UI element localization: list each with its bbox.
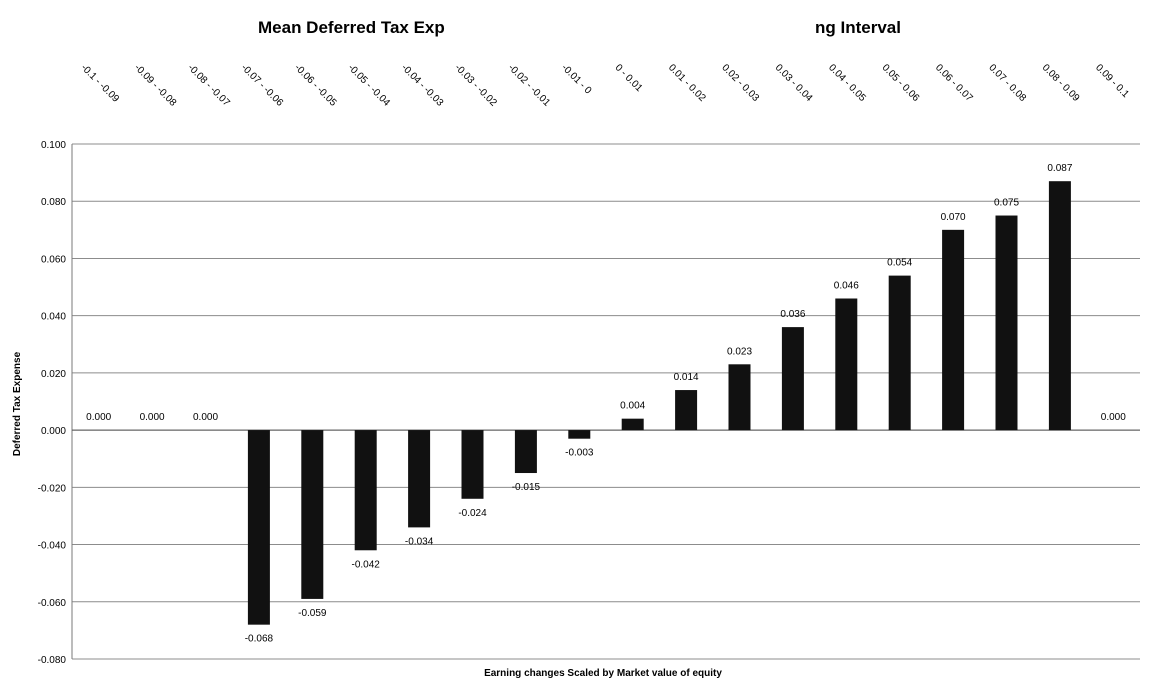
data-label: 0.054 [887,258,912,269]
y-tick-labels: 0.100 0.080 0.060 0.040 0.020 0.000 -0.020 -0.0… [38,140,67,666]
data-label: -0.024 [458,508,487,519]
y-tick-label: 0.040 [41,312,66,323]
data-label: -0.059 [298,608,327,619]
y-tick-label: -0.020 [38,483,67,494]
x-tick-label: -0.06 - -0.05 [292,62,339,109]
x-tick-label: -0.05 - -0.04 [346,62,393,109]
y-tick-label: 0.100 [41,140,66,151]
chart-title-left: Mean Deferred Tax Exp [258,18,445,37]
data-label: -0.034 [405,536,434,547]
x-tick-label: 0 - 0.01 [613,62,645,94]
bars [247,181,1071,625]
y-tick-label: 0.080 [41,197,66,208]
bar [568,430,591,439]
data-label: -0.042 [352,559,381,570]
x-axis-label: Earning changes Scaled by Market value o… [484,668,722,679]
gridlines [72,143,1140,660]
data-label: 0.046 [834,281,859,292]
data-label: -0.003 [565,448,594,459]
bar [835,298,858,431]
bar [888,275,911,431]
chart-title-right: ng Interval [815,18,901,37]
bar [354,430,377,551]
bar [621,418,644,431]
y-tick-label: -0.080 [38,655,67,666]
axes [71,144,1140,659]
y-tick-label: 0.000 [41,426,66,437]
y-tick-label: -0.060 [38,598,67,609]
data-label: 0.087 [1047,163,1072,174]
y-axis-label: Deferred Tax Expense [12,351,23,456]
data-label: 0.000 [193,412,218,423]
bar [781,327,804,431]
data-label: -0.068 [245,634,274,645]
x-tick-label: 0.06 - 0.07 [933,62,975,104]
x-tick-label: 0.01 - 0.02 [666,62,708,104]
bar [675,390,698,431]
x-tick-label: -0.09 - -0.08 [132,62,179,109]
x-tick-labels: -0.1 - -0.09 -0.09 - -0.08 -0.08 - -0.07 -0… [79,62,1132,109]
data-label: 0.014 [674,372,699,383]
data-label: -0.015 [512,482,541,493]
bar [728,364,751,431]
data-label: 0.000 [140,412,165,423]
bar [942,229,965,431]
data-label: 0.000 [86,412,111,423]
y-tick-label: 0.020 [41,369,66,380]
x-tick-label: -0.01 - 0 [559,62,593,96]
title-occluder [488,0,798,44]
data-label: 0.004 [620,401,645,412]
x-tick-label: 0.04 - 0.05 [826,62,868,104]
data-label: 0.000 [1101,412,1126,423]
x-tick-label: -0.03 - -0.02 [452,62,499,109]
x-tick-label: 0.09 - 0.1 [1093,62,1131,100]
bar [301,430,324,599]
x-tick-label: 0.07 - 0.08 [986,62,1028,104]
data-label: 0.036 [780,309,805,320]
x-tick-label: -0.07 - -0.06 [239,62,286,109]
y-tick-label: -0.040 [38,541,67,552]
data-label: 0.070 [941,212,966,223]
x-tick-label: 0.08 - 0.09 [1040,62,1082,104]
x-tick-label: -0.04 - -0.03 [399,62,446,109]
x-tick-label: 0.02 - 0.03 [719,62,761,104]
data-labels: 0.000 0.000 0.000 -0.068 -0.059 -0.042 -0.034 -… [86,163,1126,644]
x-tick-label: -0.02 - -0.01 [506,62,553,109]
x-tick-label: -0.08 - -0.07 [185,62,232,109]
bar [995,215,1018,431]
x-tick-label: 0.05 - 0.06 [880,62,922,104]
bar [408,430,431,528]
x-tick-label: 0.03 - 0.04 [773,62,815,104]
data-label: 0.023 [727,346,752,357]
bar [247,430,270,625]
bar [514,430,537,474]
x-tick-label: -0.1 - -0.09 [79,62,122,105]
bar [461,430,484,499]
bar [1048,181,1071,431]
y-tick-label: 0.060 [41,254,66,265]
data-label: 0.075 [994,198,1019,209]
